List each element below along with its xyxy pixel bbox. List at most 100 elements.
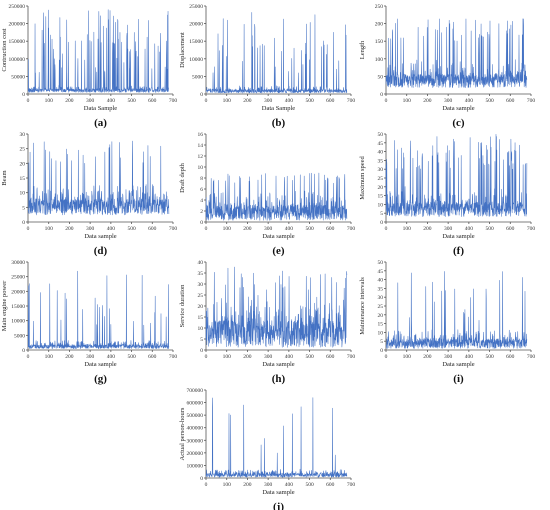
x-tick-label: 300 <box>86 98 95 104</box>
x-axis-title: Data sample <box>262 361 294 368</box>
y-tick-label: 10 <box>198 165 204 171</box>
x-tick-label: 200 <box>243 482 252 488</box>
x-tick-label: 0 <box>385 226 388 232</box>
y-tick-label: 250 <box>375 4 384 10</box>
y-tick-label: 10000 <box>189 57 203 63</box>
panel-label: (d) <box>94 245 108 257</box>
y-tick-label: 4 <box>200 198 203 204</box>
x-tick-label: 200 <box>243 226 252 232</box>
x-tick-label: 0 <box>27 226 30 232</box>
y-tick-label: 25 <box>378 176 384 182</box>
y-tick-label: 0 <box>200 220 203 226</box>
x-tick-label: 300 <box>444 354 453 360</box>
x-tick-label: 600 <box>148 98 157 104</box>
x-tick-label: 100 <box>45 98 54 104</box>
x-tick-label: 700 <box>347 98 356 104</box>
y-tick-label: 50000 <box>11 74 25 80</box>
y-tick-label: 5 <box>380 211 383 217</box>
x-tick-label: 700 <box>527 226 536 232</box>
y-tick-label: 30 <box>378 167 384 173</box>
x-tick-label: 0 <box>27 98 30 104</box>
x-tick-label: 400 <box>285 482 294 488</box>
chart-panel-a: 0 100 200 300 400 500 600 700 0 50000 100000 150000… <box>1 4 177 129</box>
y-tick-label: 50 <box>378 260 384 266</box>
y-axis-title: Main engine power <box>1 280 8 331</box>
y-axis-title: Contruction cost <box>1 28 8 71</box>
y-tick-label: 25 <box>378 304 384 310</box>
x-axis-title: Data sample <box>442 105 474 112</box>
y-tick-label: 0 <box>200 476 203 482</box>
x-tick-label: 100 <box>403 354 412 360</box>
x-axis-title: Data sample <box>262 489 294 496</box>
y-axis-title: Length <box>359 40 366 59</box>
x-tick-label: 600 <box>326 226 335 232</box>
chart-panel-d: 0 100 200 300 400 500 600 700 0 5 10 15 20 25 30 Data s… <box>1 132 177 257</box>
series-line <box>205 172 348 221</box>
x-tick-label: 200 <box>423 98 432 104</box>
x-tick-label: 400 <box>285 98 294 104</box>
y-tick-label: 15 <box>378 194 384 200</box>
x-tick-label: 0 <box>27 354 30 360</box>
y-tick-label: 50 <box>378 74 384 80</box>
y-tick-label: 20 <box>20 161 26 167</box>
y-tick-label: 50 <box>378 132 384 138</box>
y-tick-label: 250000 <box>9 4 26 10</box>
y-tick-label: 150 <box>375 39 384 45</box>
y-tick-label: 25000 <box>11 275 25 281</box>
y-tick-label: 15 <box>20 176 26 182</box>
y-axis-title: Displacement <box>179 32 186 68</box>
y-tick-label: 600000 <box>187 401 204 407</box>
x-tick-label: 100 <box>45 354 54 360</box>
y-tick-label: 5000 <box>192 74 203 80</box>
x-tick-label: 0 <box>385 354 388 360</box>
y-tick-label: 10 <box>198 326 204 332</box>
y-tick-label: 10000 <box>11 319 25 325</box>
y-tick-label: 16 <box>198 132 204 138</box>
y-tick-label: 200000 <box>9 22 26 28</box>
x-tick-label: 600 <box>148 354 157 360</box>
y-tick-label: 100000 <box>187 463 204 469</box>
chart-panel-e: 0 100 200 300 400 500 600 700 0 2 4 6 8 10 12 14 16 Data … <box>179 132 355 257</box>
panel-label: (i) <box>453 373 464 385</box>
y-tick-label: 0 <box>380 348 383 354</box>
x-axis-title: Data sample <box>262 233 294 240</box>
y-tick-label: 35 <box>378 158 384 164</box>
x-tick-label: 100 <box>45 226 54 232</box>
x-tick-label: 400 <box>465 354 474 360</box>
y-axis-title: Maximum speed <box>359 156 366 200</box>
x-tick-label: 700 <box>347 482 356 488</box>
y-tick-label: 10 <box>378 202 384 208</box>
series-line <box>27 140 170 216</box>
x-tick-label: 400 <box>107 226 116 232</box>
y-axis-title: Draft depth <box>179 162 186 193</box>
y-tick-label: 0 <box>22 348 25 354</box>
panel-label: (j) <box>273 501 284 510</box>
chart-panel-i: 0 100 200 300 400 500 600 700 0 5 10 15 20 25 30 35 40 45… <box>359 260 535 385</box>
y-tick-label: 0 <box>22 92 25 98</box>
y-tick-label: 30 <box>198 282 204 288</box>
chart-panel-j: 0 100 200 300 400 500 600 700 0 100000 200000 30000… <box>179 388 355 510</box>
y-tick-label: 500000 <box>187 413 204 419</box>
series-line <box>385 134 528 217</box>
x-tick-label: 700 <box>169 98 178 104</box>
y-tick-label: 10 <box>378 330 384 336</box>
x-tick-label: 700 <box>169 354 178 360</box>
y-tick-label: 10 <box>20 191 26 197</box>
y-tick-label: 30 <box>378 295 384 301</box>
y-tick-label: 200000 <box>187 451 204 457</box>
x-tick-label: 100 <box>223 354 232 360</box>
y-tick-label: 12 <box>198 154 204 160</box>
x-tick-label: 100 <box>223 226 232 232</box>
x-tick-label: 600 <box>326 354 335 360</box>
x-tick-label: 400 <box>107 98 116 104</box>
y-tick-label: 25 <box>198 293 204 299</box>
panels-container: 0 100 200 300 400 500 600 700050000100000150000… <box>1 4 535 510</box>
x-tick-label: 300 <box>264 98 273 104</box>
x-tick-label: 200 <box>243 98 252 104</box>
y-tick-label: 40 <box>378 150 384 156</box>
y-axis-title: Maintenance intervals <box>359 277 366 335</box>
x-tick-label: 500 <box>127 226 136 232</box>
series-line <box>27 9 170 93</box>
x-tick-label: 300 <box>264 482 273 488</box>
